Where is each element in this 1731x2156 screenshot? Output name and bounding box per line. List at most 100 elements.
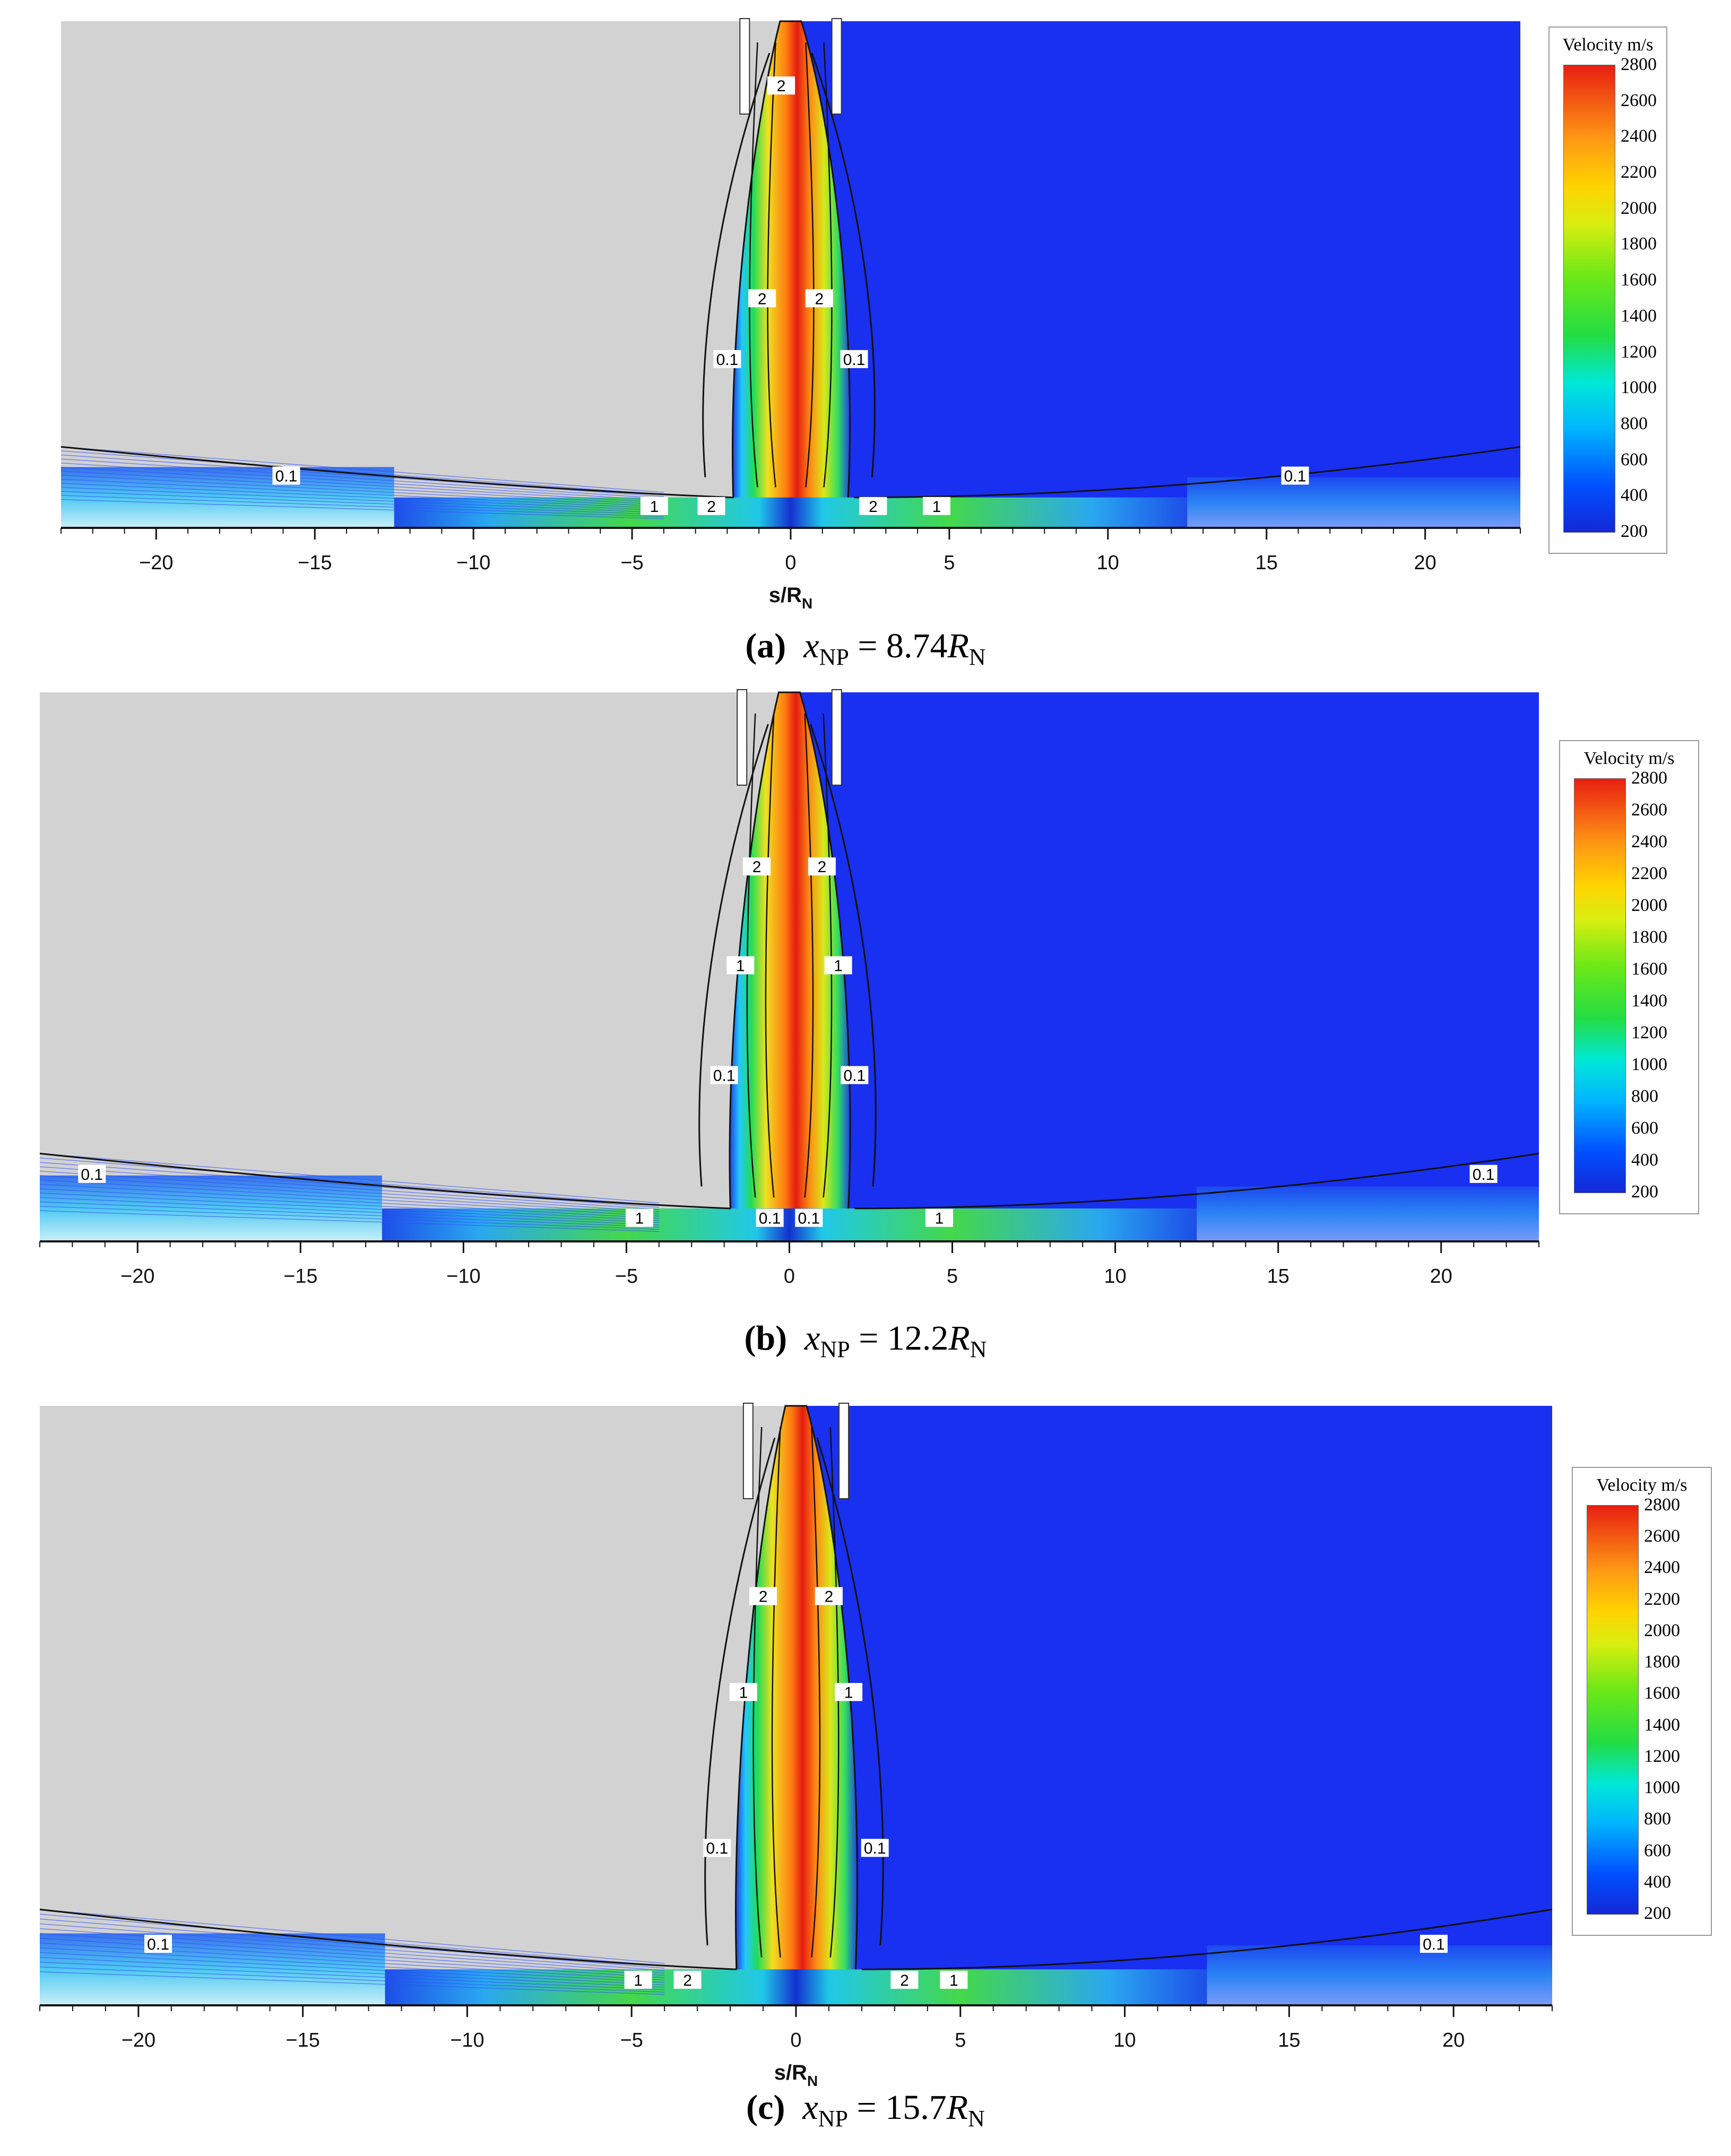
contour-label-text: 0.1 (275, 468, 298, 485)
x-tick-label: 15 (1256, 552, 1278, 574)
contour-label: 2 (749, 1587, 777, 1606)
streak-line (60, 483, 664, 511)
colorbar-tick-label: 1600 (1621, 270, 1657, 290)
colorbar-tick-label: 1800 (1621, 234, 1657, 254)
contour-label-box (640, 497, 668, 515)
contour-label-text: 0.1 (1423, 1936, 1445, 1953)
contour-label-box (890, 1970, 919, 1989)
contour-label-box (861, 1839, 889, 1857)
x-tick-label: 0 (785, 552, 796, 574)
streak-line (39, 1966, 665, 1993)
contour-label-text: 2 (777, 77, 786, 95)
contour-label-box (805, 289, 833, 308)
streak-line (60, 491, 664, 515)
streak-line (39, 1162, 659, 1208)
plume-contour-line (771, 1427, 821, 1958)
nozzle-wall-right (838, 1403, 850, 1499)
colorbar-tick-label: 2800 (1631, 768, 1667, 788)
contour-label: 0.1 (795, 1209, 823, 1228)
contour-label: 0.1 (756, 1209, 784, 1228)
contour-label-box (624, 1970, 652, 1989)
streak-line (39, 1952, 665, 1986)
contour-label: 2 (890, 1970, 919, 1989)
colorbar-title: Velocity m/s (1596, 1475, 1687, 1495)
x-tick-label: 20 (1414, 552, 1436, 574)
x-tick-label: −5 (620, 2029, 643, 2051)
contour-label: 1 (726, 956, 755, 975)
contour-label-box (749, 1587, 777, 1605)
contour-label-box (859, 497, 887, 515)
contour-label-text: 2 (900, 1972, 909, 1989)
x-tick-label: −15 (285, 2029, 319, 2051)
streak-line (39, 1175, 659, 1214)
plume-contour-line (765, 713, 814, 1198)
contour-label-text: 0.1 (147, 1936, 169, 1953)
x-tick-label: −10 (450, 2029, 484, 2051)
contour-label-box (795, 1209, 823, 1227)
contour-label: 0.1 (713, 350, 741, 369)
contour-label: 2 (805, 289, 833, 308)
iso-line-0-1-left (60, 446, 734, 499)
x-axis-title-main: s/R (774, 2061, 807, 2084)
streak-line (60, 499, 664, 519)
colorbar-tick-label: 600 (1644, 1840, 1671, 1861)
streak-line (39, 1933, 665, 1976)
contour-label-box (697, 497, 725, 515)
x-tick-label: 0 (790, 2029, 801, 2051)
contour-label-box (824, 956, 852, 975)
floor-layer-right (1197, 1186, 1539, 1241)
contour-label: 2 (808, 857, 836, 876)
contour-label: 1 (626, 1209, 653, 1228)
colorbar-tick-label: 1400 (1644, 1715, 1680, 1735)
contour-label: 0.1 (861, 1839, 889, 1857)
contour-label-box (923, 497, 950, 515)
contour-label-text: 0.1 (713, 1067, 735, 1085)
free-stream-region-left (61, 21, 791, 528)
streak-line (39, 1914, 665, 1967)
streak-line (39, 1170, 659, 1212)
x-tick-label: 5 (944, 552, 955, 574)
caption-panel-label: (a) (745, 627, 786, 665)
nozzle-wall-right (831, 18, 842, 115)
colorbar-tick-label: 1000 (1644, 1778, 1680, 1798)
colorbar-tick-label: 2800 (1644, 1495, 1680, 1515)
streak-line (60, 450, 664, 495)
colorbar-tick-label: 800 (1621, 413, 1648, 433)
free-stream-region-right (789, 692, 1539, 1241)
colorbar-legend: Velocity m/s 2800 2600 2400 2200 2000 1800 1600… (1572, 1467, 1712, 1936)
caption-unit-subscript: N (970, 1336, 987, 1363)
streak-line (39, 1947, 665, 1983)
contour-label-text: 2 (758, 290, 767, 308)
colorbar-tick-label: 200 (1631, 1182, 1658, 1202)
contour-label: 1 (835, 1683, 863, 1701)
contour-label: 1 (925, 1209, 953, 1228)
contour-label-text: 0.1 (798, 1210, 820, 1228)
colorbar-tick-label: 1400 (1621, 306, 1657, 326)
streak-line (39, 1937, 665, 1978)
x-tick-label: −20 (122, 2029, 155, 2051)
colorbar-tick-label: 2800 (1621, 55, 1657, 74)
contour-label: 1 (624, 1970, 652, 1989)
caption-variable: x (803, 627, 819, 665)
contour-label-text: 1 (834, 958, 843, 975)
contour-label: 0.1 (710, 1066, 738, 1085)
contour-label-text: 0.1 (843, 1067, 866, 1085)
colorbar-legend: Velocity m/s 2800 2600 2400 2200 2000 1800 1600… (1559, 740, 1699, 1214)
caption-variable-subscript: NP (820, 1336, 850, 1363)
iso-line-0-1-plume (704, 1437, 884, 1946)
contour-label-box (841, 1066, 869, 1084)
colorbar-tick-label: 2400 (1644, 1558, 1680, 1578)
contour-label: 2 (743, 857, 771, 876)
caption-value: = 12.2 (850, 1319, 949, 1358)
contour-label-box (78, 1164, 106, 1183)
contour-label-box (1420, 1935, 1448, 1953)
contour-label: 2 (767, 76, 795, 95)
caption-variable-subscript: NP (818, 2106, 848, 2132)
streak-line (39, 1210, 659, 1232)
colorbar-tick-label: 1000 (1631, 1055, 1667, 1074)
contour-label-text: 0.1 (81, 1166, 103, 1184)
caption-variable-subscript: NP (819, 644, 849, 671)
contour-label: 0.1 (272, 466, 300, 485)
contour-label-text: 2 (683, 1972, 692, 1989)
